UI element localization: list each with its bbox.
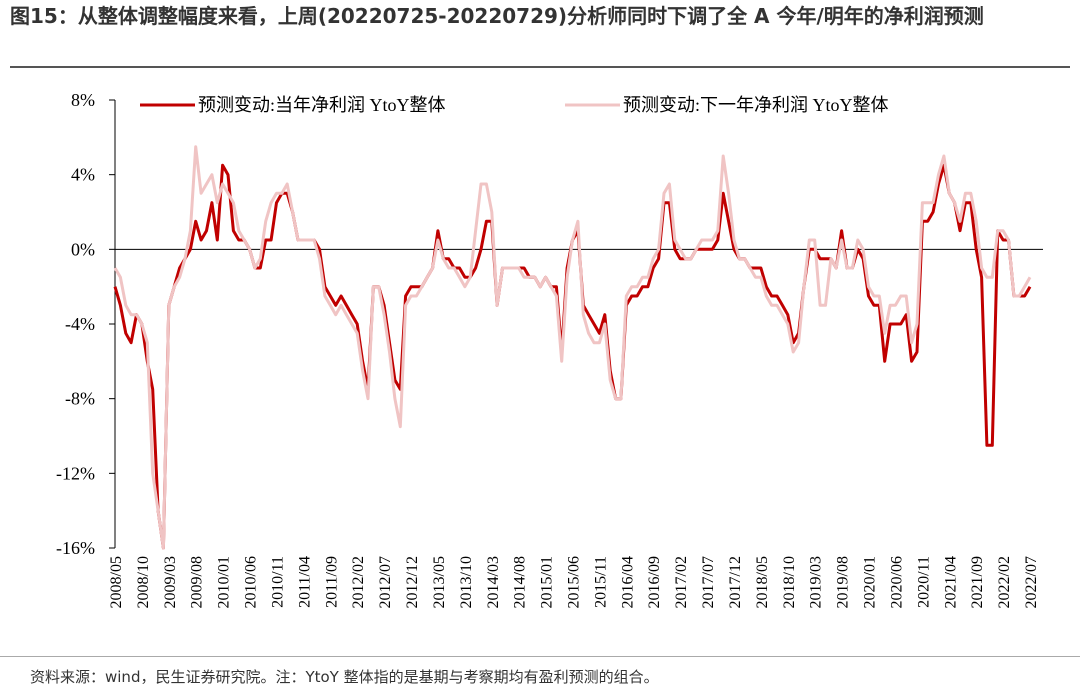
y-tick-label: 4% <box>71 165 95 185</box>
x-tick-label: 2010/01 <box>216 556 233 608</box>
x-tick-label: 2022/02 <box>996 556 1013 608</box>
x-tick-label: 2019/03 <box>808 556 825 608</box>
y-tick-label: -16% <box>56 538 95 558</box>
y-tick-label: 8% <box>71 90 95 110</box>
x-tick-label: 2009/03 <box>162 556 179 608</box>
title-rule <box>10 66 1070 68</box>
series-line <box>113 145 1032 550</box>
legend-label: 预测变动:下一年净利润 YtoY整体 <box>623 95 889 115</box>
y-tick-label: -4% <box>65 314 95 334</box>
x-tick-label: 2018/10 <box>781 556 798 608</box>
x-tick-label: 2017/02 <box>673 556 690 608</box>
x-tick-label: 2013/10 <box>458 556 475 608</box>
x-tick-label: 2013/05 <box>431 556 448 608</box>
x-tick-label: 2011/09 <box>323 556 340 608</box>
x-tick-label: 2015/11 <box>592 556 609 608</box>
x-tick-label: 2018/05 <box>754 556 771 608</box>
source-note: 资料来源：wind，民生证券研究院。注：YtoY 整体指的是基期与考察期均有盈利… <box>30 668 659 686</box>
x-tick-label: 2015/01 <box>539 556 556 608</box>
x-tick-label: 2016/09 <box>646 556 663 608</box>
chart-title: 图15：从整体调整幅度来看，上周(20220725-20220729)分析师同时… <box>10 4 984 28</box>
y-tick-label: -8% <box>65 389 95 409</box>
x-tick-label: 2010/11 <box>269 556 286 608</box>
x-tick-label: 2014/08 <box>512 556 529 608</box>
x-tick-label: 2019/08 <box>835 556 852 608</box>
legend-label: 预测变动:当年净利润 YtoY整体 <box>198 95 446 115</box>
x-tick-label: 2015/06 <box>566 556 583 608</box>
x-tick-label: 2020/01 <box>862 556 879 608</box>
x-tick-label: 2020/06 <box>888 556 905 608</box>
footer-rule <box>0 656 1080 657</box>
x-tick-label: 2008/05 <box>108 556 125 608</box>
x-tick-label: 2010/06 <box>243 556 260 608</box>
x-tick-label: 2021/09 <box>969 556 986 608</box>
x-tick-label: 2016/04 <box>619 556 636 608</box>
x-tick-label: 2012/12 <box>404 556 421 608</box>
y-tick-label: 0% <box>71 239 95 259</box>
x-tick-label: 2012/02 <box>350 556 367 608</box>
chart: -16% -12% -8% -4% 0% 4% 8% 2008/05 2008/10 2009/0… <box>56 90 1043 608</box>
series-line <box>113 163 1032 550</box>
x-tick-label: 2022/07 <box>1023 556 1040 608</box>
y-tick-label: -12% <box>56 463 95 483</box>
x-tick-label: 2017/07 <box>700 556 717 608</box>
x-tick-label: 2014/03 <box>485 556 502 608</box>
x-tick-label: 2017/12 <box>727 556 744 608</box>
x-tick-label: 2009/08 <box>189 556 206 608</box>
x-tick-label: 2021/04 <box>942 556 959 608</box>
x-tick-label: 2020/11 <box>915 556 932 608</box>
x-tick-label: 2008/10 <box>135 556 152 608</box>
x-tick-label: 2012/07 <box>377 556 394 608</box>
x-tick-label: 2011/04 <box>296 556 313 608</box>
